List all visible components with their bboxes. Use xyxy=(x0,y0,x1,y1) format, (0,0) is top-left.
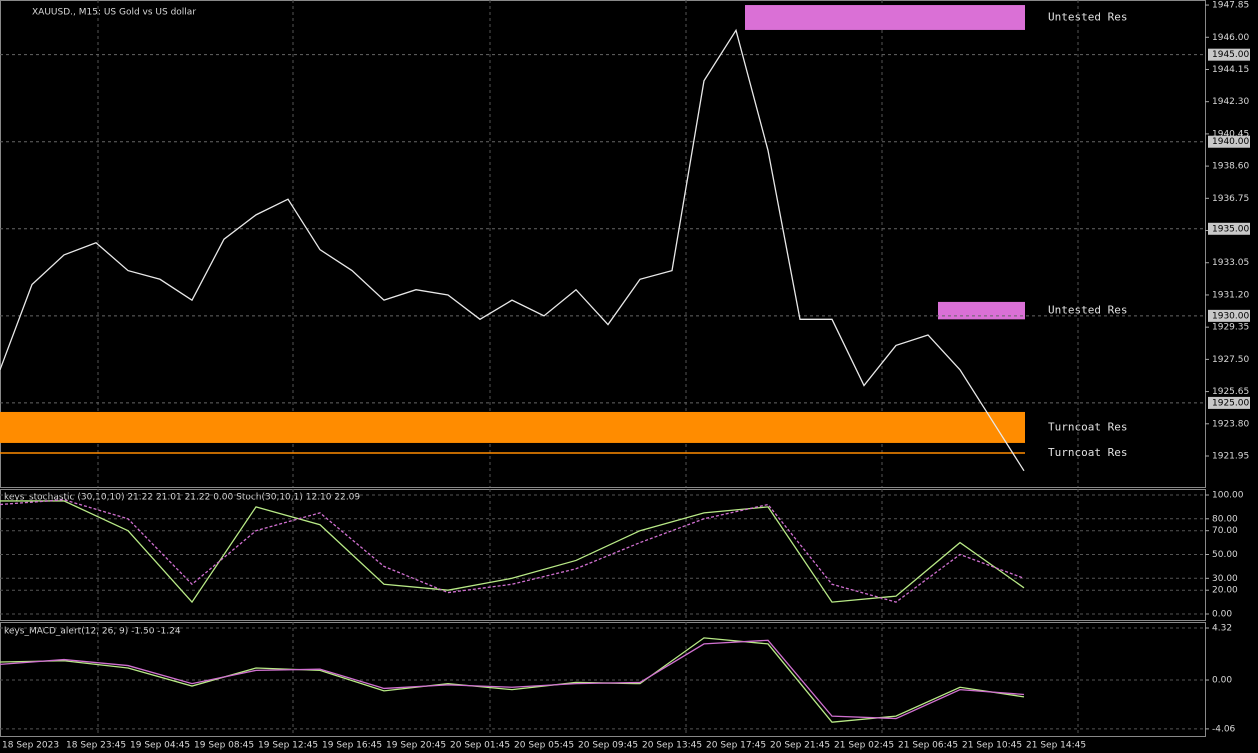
price-level-box xyxy=(1208,309,1250,322)
x-tick-label: 20 Sep 01:45 xyxy=(450,741,510,751)
series-line xyxy=(0,499,1025,603)
zone-label: Untested Res xyxy=(1048,304,1127,317)
x-tick-label: 21 Sep 10:45 xyxy=(962,741,1022,751)
price-level-label: 1940.00 xyxy=(1212,137,1249,147)
x-tick-label: 18 Sep 23:45 xyxy=(66,741,126,751)
y-tick-label: 1923.80 xyxy=(1212,419,1249,429)
indicator-title: keys_stochastic (30,10,10) 21.22 21.01 2… xyxy=(4,493,360,503)
x-tick-label: 20 Sep 13:45 xyxy=(642,741,702,751)
zone xyxy=(745,5,1025,30)
x-tick-label: 18 Sep 2023 xyxy=(2,741,59,751)
x-tick-label: 20 Sep 21:45 xyxy=(770,741,830,751)
series-line xyxy=(0,637,1025,723)
y-tick-label: 70.00 xyxy=(1212,526,1238,536)
y-tick-label: -4.06 xyxy=(1212,724,1236,734)
price-level-box xyxy=(1208,135,1250,148)
y-tick-label: 1944.15 xyxy=(1212,65,1249,75)
price-level-box xyxy=(1208,48,1250,61)
price-level-label: 1945.00 xyxy=(1212,50,1249,60)
y-tick-label: 1921.95 xyxy=(1212,452,1249,462)
y-tick-label: 1931.20 xyxy=(1212,290,1249,300)
indicator-title: keys_MACD_alert(12, 26, 9) -1.50 -1.24 xyxy=(4,627,181,637)
x-tick-label: 19 Sep 12:45 xyxy=(258,741,318,751)
series-line xyxy=(0,28,1025,472)
y-tick-label: 1940.45 xyxy=(1212,129,1249,139)
x-tick-label: 19 Sep 20:45 xyxy=(386,741,446,751)
x-tick-label: 21 Sep 02:45 xyxy=(834,741,894,751)
price-level-box xyxy=(1208,396,1250,409)
x-tick-label: 19 Sep 16:45 xyxy=(322,741,382,751)
zone-label: Turncoat Res xyxy=(1048,420,1127,433)
price-level-label: 1925.00 xyxy=(1212,398,1249,408)
y-tick-label: 1936.75 xyxy=(1212,194,1249,204)
zone xyxy=(938,301,1025,320)
y-tick-label: 4.32 xyxy=(1212,624,1232,634)
y-tick-label: 1938.60 xyxy=(1212,162,1249,172)
y-tick-label: 1929.35 xyxy=(1212,323,1249,333)
y-tick-label: 50.00 xyxy=(1212,550,1238,560)
series-line xyxy=(0,500,1025,604)
x-tick-label: 19 Sep 04:45 xyxy=(130,741,190,751)
y-tick-label: 1925.65 xyxy=(1212,387,1249,397)
x-tick-label: 20 Sep 05:45 xyxy=(514,741,574,751)
zone-label: Turncoat Res xyxy=(1048,446,1127,459)
y-tick-label: 30.00 xyxy=(1212,574,1238,584)
y-tick-label: 20.00 xyxy=(1212,586,1238,596)
y-tick-label: 1933.05 xyxy=(1212,258,1249,268)
y-tick-label: 0.00 xyxy=(1212,610,1232,620)
y-tick-label: 1947.85 xyxy=(1212,1,1249,11)
zone-label: Untested Res xyxy=(1048,10,1127,23)
x-tick-label: 20 Sep 17:45 xyxy=(706,741,766,751)
chart-title: XAUUSD., M15: US Gold vs US dollar xyxy=(32,8,196,18)
y-tick-label: 0.00 xyxy=(1212,676,1232,686)
x-tick-label: 21 Sep 14:45 xyxy=(1026,741,1086,751)
y-tick-label: 1942.30 xyxy=(1212,97,1249,107)
y-tick-label: 80.00 xyxy=(1212,514,1238,524)
price-level-label: 1930.00 xyxy=(1212,311,1249,321)
series-line xyxy=(0,639,1025,720)
price-level-label: 1935.00 xyxy=(1212,224,1249,234)
y-tick-label: 1927.50 xyxy=(1212,355,1249,365)
zone xyxy=(0,411,1025,443)
y-tick-label: 100.00 xyxy=(1212,490,1244,500)
y-tick-label: 1946.00 xyxy=(1212,33,1249,43)
x-tick-label: 20 Sep 09:45 xyxy=(578,741,638,751)
x-tick-label: 21 Sep 06:45 xyxy=(898,741,958,751)
x-tick-label: 19 Sep 08:45 xyxy=(194,741,254,751)
price-level-box xyxy=(1208,222,1250,235)
